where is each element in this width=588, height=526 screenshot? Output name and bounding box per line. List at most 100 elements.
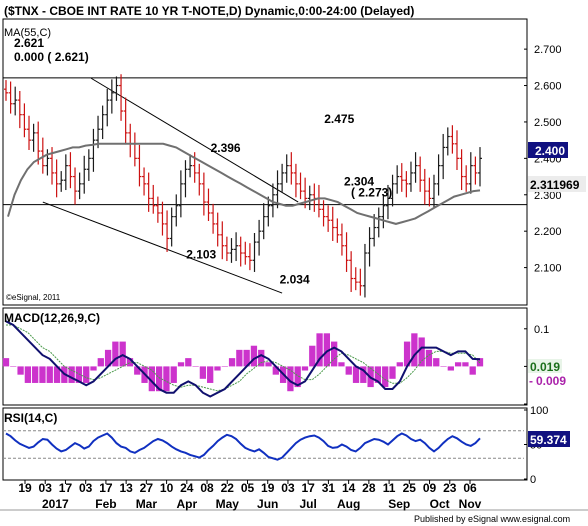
macd-label: MACD(12,26,9,C) bbox=[4, 311, 100, 325]
price-bar-102 bbox=[473, 156, 478, 185]
macd-histogram-bar-63 bbox=[462, 362, 469, 367]
price-bar-17 bbox=[82, 155, 87, 194]
x-day-label-6: 27 bbox=[140, 481, 154, 495]
x-month-label-4: May bbox=[216, 497, 240, 511]
macd-histogram-bar-22 bbox=[163, 366, 170, 392]
price-bar-50 bbox=[234, 232, 239, 262]
x-day-label-3: 03 bbox=[79, 481, 93, 495]
price-bar-95 bbox=[441, 133, 446, 180]
price-bar-38 bbox=[178, 170, 183, 218]
price-annotation-1: 2.475 bbox=[324, 112, 354, 126]
macd-histogram-bar-6 bbox=[46, 366, 53, 383]
macd-histogram-bar-54 bbox=[396, 362, 403, 367]
hline-label: 0.000 ( 2.621) bbox=[14, 50, 89, 64]
macd-histogram-bar-37 bbox=[272, 366, 279, 375]
price-bar-91 bbox=[422, 168, 427, 205]
x-month-label-7: Aug bbox=[337, 497, 360, 511]
price-bar-15 bbox=[73, 167, 78, 205]
x-month-label-0: 2017 bbox=[42, 497, 69, 511]
macd-histogram-bar-40 bbox=[294, 366, 301, 388]
macd-histogram-bar-34 bbox=[250, 345, 258, 367]
price-bar-90 bbox=[418, 156, 423, 192]
moving-average-line bbox=[7, 142, 481, 225]
price-bar-20 bbox=[96, 115, 101, 149]
price-bar-57 bbox=[266, 196, 271, 227]
price-bar-8 bbox=[40, 137, 45, 174]
ma-value-label: 2.621 bbox=[14, 36, 44, 50]
price-bar-93 bbox=[431, 174, 436, 209]
x-day-label-19: 25 bbox=[403, 481, 417, 495]
price-annotation-5: 2.034 bbox=[280, 273, 310, 287]
price-annotation-0: 2.396 bbox=[211, 141, 241, 155]
rsi-line bbox=[5, 432, 481, 461]
x-day-label-18: 11 bbox=[383, 481, 396, 495]
price-bar-36 bbox=[169, 207, 174, 247]
price-bar-103 bbox=[478, 147, 482, 187]
macd-histogram-bar-5 bbox=[39, 366, 46, 383]
price-bar-86 bbox=[399, 163, 404, 192]
price-bar-62 bbox=[289, 152, 294, 185]
macd-histogram-bar-41 bbox=[301, 366, 309, 371]
macd-histogram-bar-45 bbox=[331, 341, 338, 367]
macd-histogram-bar-52 bbox=[382, 366, 389, 388]
price-bar-25 bbox=[119, 74, 124, 121]
macd-histogram-bar-1 bbox=[10, 366, 17, 367]
price-bar-73 bbox=[339, 223, 344, 256]
price-bar-69 bbox=[321, 200, 326, 227]
macd-tick-label-0: 0.1 bbox=[534, 324, 549, 336]
rsi-label: RSI(14,C) bbox=[4, 411, 57, 425]
chart-title: ($TNX - CBOE INT RATE 10 YR T-NOTE,D) Dy… bbox=[4, 4, 414, 18]
price-bar-79 bbox=[367, 227, 372, 267]
macd-histogram-bar-24 bbox=[177, 362, 185, 367]
x-day-label-0: 19 bbox=[18, 481, 32, 495]
macd-histogram-bar-58 bbox=[425, 349, 433, 367]
last-price-value: 2.400 bbox=[535, 144, 565, 158]
price-bar-63 bbox=[293, 163, 298, 198]
macd-histogram-bar-43 bbox=[316, 333, 323, 367]
price-bar-81 bbox=[376, 207, 381, 238]
macd-histogram-bar-12 bbox=[90, 366, 97, 371]
price-bar-52 bbox=[243, 241, 248, 265]
price-bar-71 bbox=[330, 206, 335, 242]
x-day-label-4: 17 bbox=[99, 481, 113, 495]
x-day-label-1: 03 bbox=[39, 481, 53, 495]
x-day-label-9: 08 bbox=[200, 481, 214, 495]
signal-last-minus: - bbox=[529, 374, 533, 388]
price-bar-53 bbox=[247, 243, 252, 271]
x-month-label-5: Jun bbox=[257, 497, 278, 511]
macd-histogram-bar-14 bbox=[104, 349, 112, 367]
price-bar-24 bbox=[114, 76, 119, 101]
price-bar-49 bbox=[229, 238, 234, 263]
price-bar-75 bbox=[349, 251, 354, 292]
macd-histogram-bar-48 bbox=[352, 366, 360, 383]
price-bar-99 bbox=[459, 149, 464, 191]
macd-histogram-bar-55 bbox=[403, 341, 411, 367]
macd-histogram-bar-53 bbox=[389, 366, 396, 379]
price-bar-84 bbox=[390, 174, 395, 207]
macd-histogram-bar-7 bbox=[53, 366, 61, 383]
x-day-label-7: 10 bbox=[160, 481, 174, 495]
price-bar-96 bbox=[445, 127, 450, 156]
macd-histogram-bar-35 bbox=[258, 349, 265, 367]
price-bar-55 bbox=[257, 219, 262, 256]
macd-histogram-bar-30 bbox=[221, 366, 228, 367]
x-day-label-20: 09 bbox=[423, 481, 437, 495]
macd-histogram-bar-2 bbox=[17, 366, 24, 375]
price-bar-19 bbox=[91, 128, 96, 172]
price-bar-66 bbox=[307, 185, 312, 211]
price-bar-48 bbox=[224, 236, 229, 262]
last-price-badge bbox=[528, 142, 568, 158]
x-day-label-10: 22 bbox=[221, 481, 235, 495]
price-bar-33 bbox=[155, 196, 160, 223]
macd-histogram-bar-11 bbox=[83, 366, 90, 383]
price-bar-6 bbox=[31, 123, 36, 152]
price-bar-35 bbox=[165, 210, 170, 252]
macd-histogram-bar-59 bbox=[433, 358, 440, 367]
price-bar-39 bbox=[183, 160, 188, 198]
price-bar-87 bbox=[404, 171, 409, 198]
macd-histogram-bar-28 bbox=[207, 366, 214, 383]
price-bar-97 bbox=[450, 125, 455, 154]
price-bar-5 bbox=[27, 115, 32, 150]
x-day-label-13: 03 bbox=[281, 481, 295, 495]
price-annotation-4: 2.103 bbox=[186, 247, 216, 261]
